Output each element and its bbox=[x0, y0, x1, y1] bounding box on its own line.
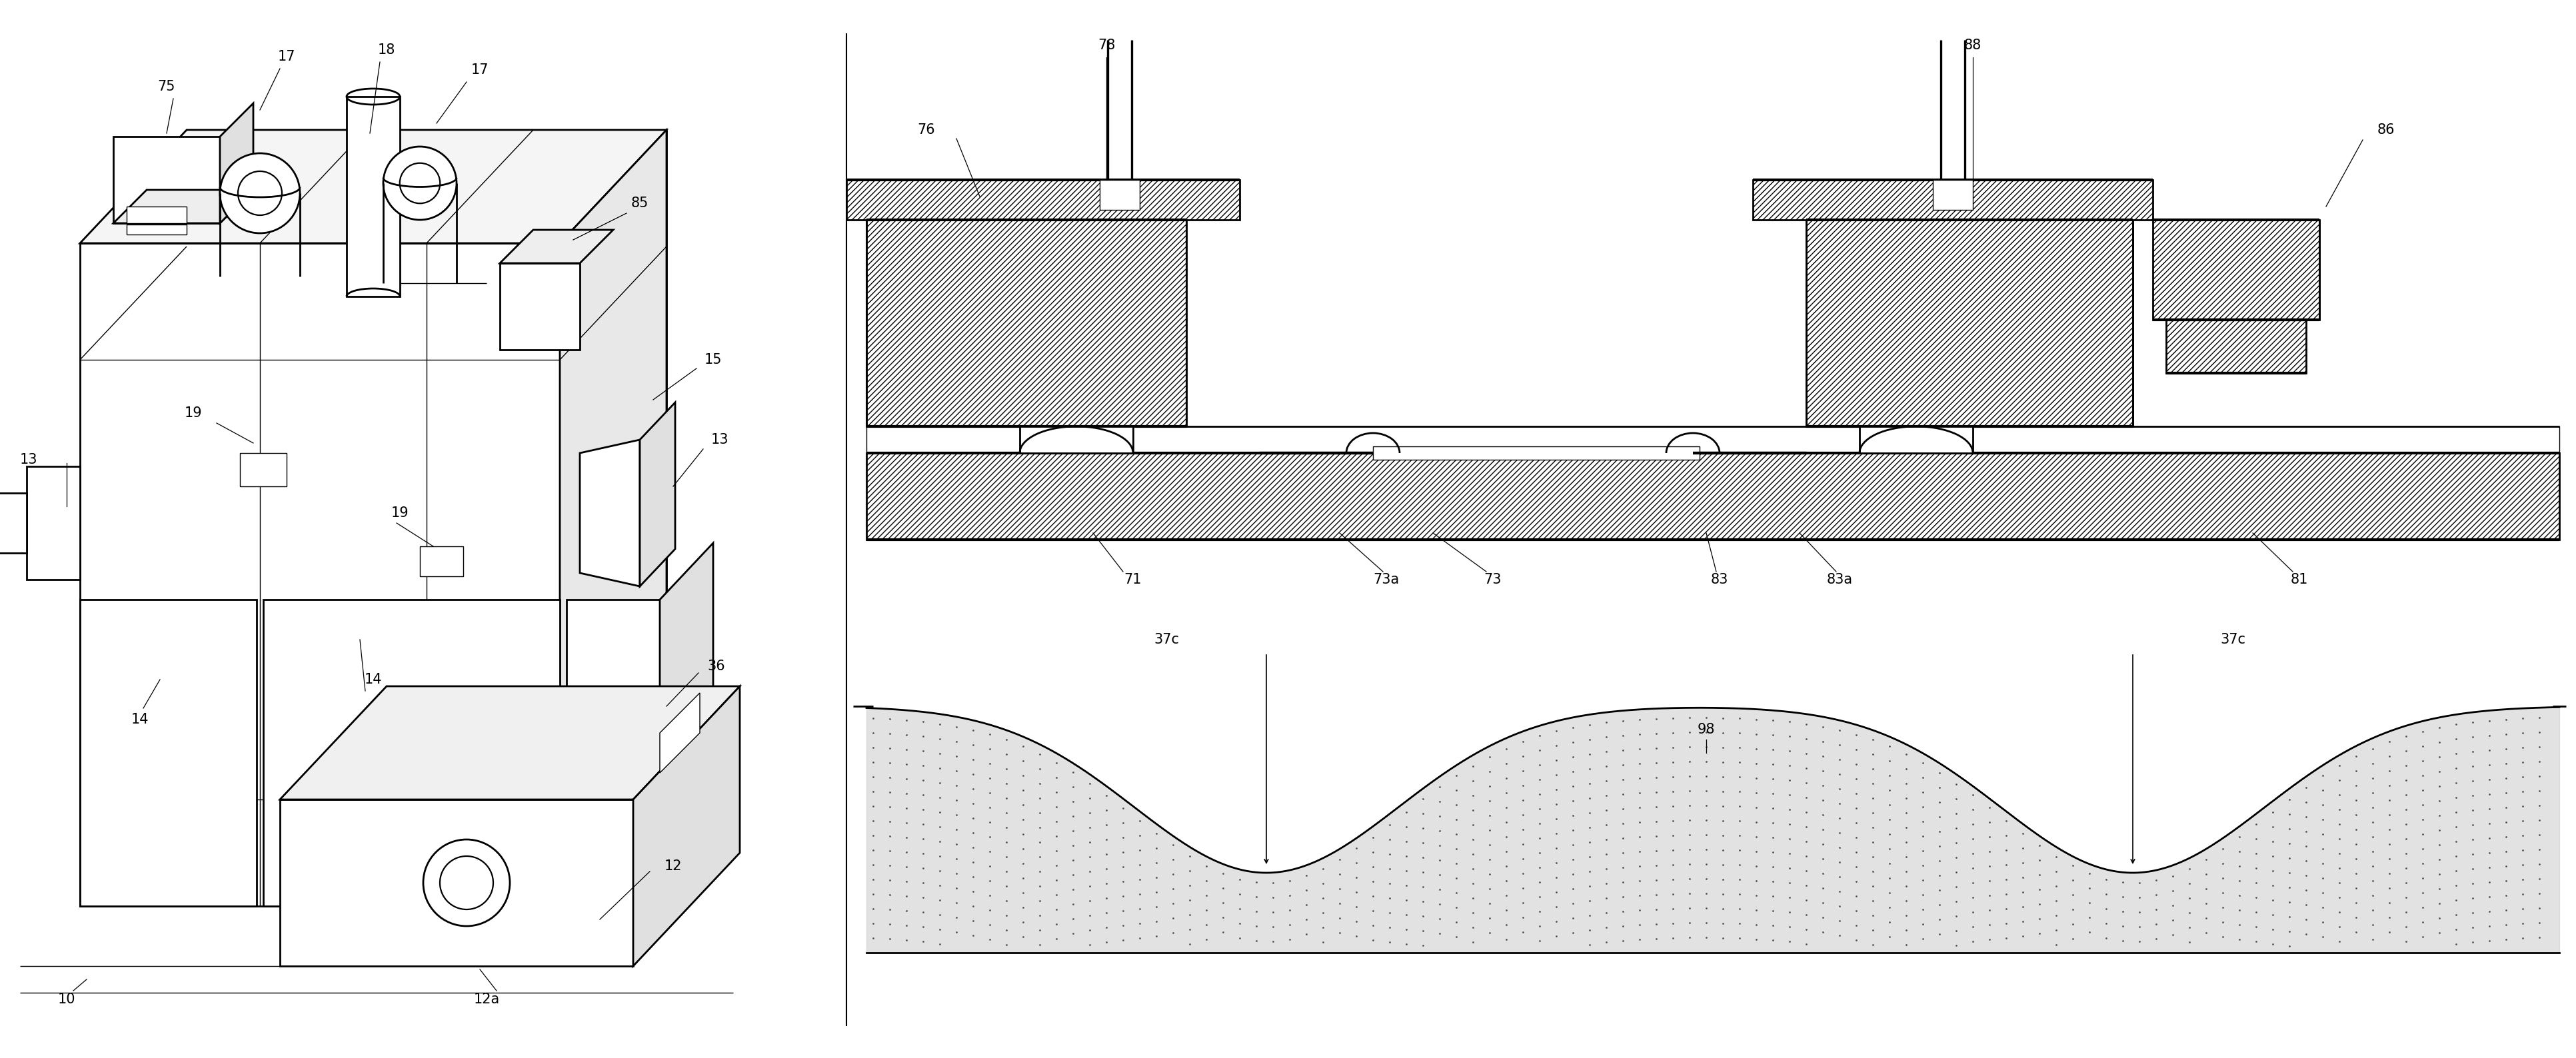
Polygon shape bbox=[1932, 180, 1973, 209]
Polygon shape bbox=[80, 243, 559, 906]
Text: 19: 19 bbox=[185, 406, 201, 420]
Polygon shape bbox=[866, 453, 2561, 540]
Polygon shape bbox=[113, 136, 219, 223]
Polygon shape bbox=[500, 230, 613, 263]
Polygon shape bbox=[866, 426, 2561, 453]
Polygon shape bbox=[2166, 320, 2306, 373]
Circle shape bbox=[399, 163, 440, 203]
Polygon shape bbox=[2154, 220, 2318, 320]
Polygon shape bbox=[80, 130, 667, 243]
Text: 14: 14 bbox=[363, 673, 381, 687]
Text: 14: 14 bbox=[131, 713, 149, 726]
Polygon shape bbox=[420, 546, 464, 577]
Polygon shape bbox=[348, 96, 399, 296]
Polygon shape bbox=[0, 493, 26, 553]
Polygon shape bbox=[1020, 426, 1133, 453]
Polygon shape bbox=[866, 220, 1188, 426]
Text: 19: 19 bbox=[392, 507, 410, 519]
Polygon shape bbox=[848, 180, 1239, 220]
Text: 75: 75 bbox=[157, 80, 175, 93]
Polygon shape bbox=[1373, 446, 1700, 460]
Polygon shape bbox=[639, 402, 675, 586]
Polygon shape bbox=[126, 224, 185, 235]
Text: 36: 36 bbox=[708, 659, 726, 673]
Polygon shape bbox=[1860, 426, 1973, 453]
Polygon shape bbox=[263, 600, 559, 906]
Circle shape bbox=[440, 856, 492, 910]
Text: 12: 12 bbox=[665, 859, 683, 873]
Text: 78: 78 bbox=[1097, 39, 1115, 52]
Polygon shape bbox=[559, 130, 667, 906]
Polygon shape bbox=[567, 600, 659, 800]
Text: 18: 18 bbox=[379, 43, 394, 57]
Text: 10: 10 bbox=[57, 992, 75, 1006]
Text: 86: 86 bbox=[2378, 123, 2396, 136]
Polygon shape bbox=[500, 263, 580, 350]
Text: 88: 88 bbox=[1963, 39, 1981, 52]
Text: 85: 85 bbox=[631, 197, 649, 209]
Polygon shape bbox=[240, 453, 286, 487]
Polygon shape bbox=[634, 687, 739, 966]
Text: 17: 17 bbox=[278, 50, 296, 63]
Text: 73a: 73a bbox=[1373, 573, 1399, 586]
Polygon shape bbox=[281, 800, 634, 966]
Text: 71: 71 bbox=[1123, 573, 1141, 586]
Polygon shape bbox=[80, 600, 258, 906]
Polygon shape bbox=[26, 467, 80, 580]
Polygon shape bbox=[113, 189, 252, 223]
Text: 98: 98 bbox=[1698, 723, 1716, 736]
Circle shape bbox=[237, 171, 281, 215]
Polygon shape bbox=[659, 693, 701, 772]
Polygon shape bbox=[126, 206, 185, 223]
Text: 37c: 37c bbox=[2221, 633, 2246, 646]
Circle shape bbox=[422, 839, 510, 926]
Polygon shape bbox=[1806, 220, 2133, 426]
Text: 37c: 37c bbox=[1154, 633, 1180, 646]
Polygon shape bbox=[659, 543, 714, 800]
Polygon shape bbox=[580, 440, 639, 586]
Polygon shape bbox=[281, 687, 739, 800]
Text: 17: 17 bbox=[471, 63, 489, 76]
Circle shape bbox=[219, 153, 299, 233]
Text: 83: 83 bbox=[1710, 573, 1728, 586]
Polygon shape bbox=[219, 104, 252, 223]
Text: 12a: 12a bbox=[474, 992, 500, 1006]
Text: 13: 13 bbox=[21, 453, 39, 467]
Circle shape bbox=[384, 147, 456, 220]
Text: 81: 81 bbox=[2290, 573, 2308, 586]
Text: 73: 73 bbox=[1484, 573, 1502, 586]
Polygon shape bbox=[1752, 180, 2154, 220]
Polygon shape bbox=[1100, 180, 1139, 209]
Text: 76: 76 bbox=[917, 123, 935, 136]
Text: 15: 15 bbox=[703, 353, 721, 366]
Text: 13: 13 bbox=[711, 433, 729, 446]
Text: 83a: 83a bbox=[1826, 573, 1852, 586]
